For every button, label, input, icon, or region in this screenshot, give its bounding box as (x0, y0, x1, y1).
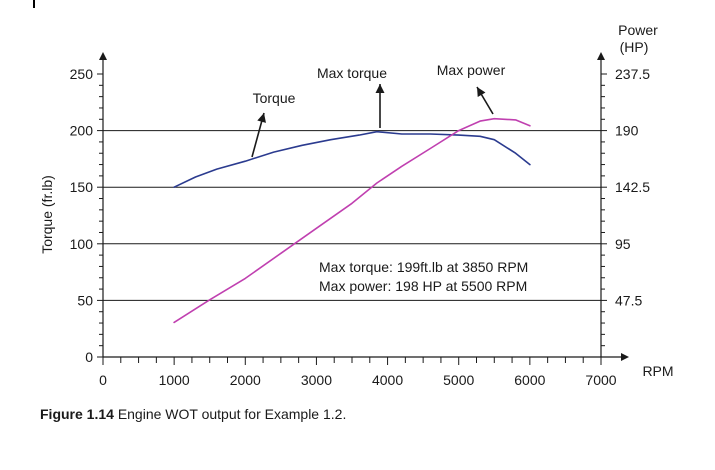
series-line-torque (173, 130, 531, 188)
y-tick-label: 150 (70, 179, 94, 195)
x-tick-label: 7000 (585, 372, 616, 388)
max-torque-annotation-arrow-head (375, 84, 385, 93)
series-line-power (173, 117, 531, 324)
y2-tick-label: 95 (615, 236, 631, 252)
x-tick-label: 0 (99, 372, 107, 388)
x-tick-label: 1000 (159, 372, 190, 388)
x-axis-arrow (621, 353, 629, 361)
y2-tick-label: 47.5 (615, 292, 642, 308)
max-power-annotation-label: Max power (437, 62, 506, 78)
y-tick-label: 100 (70, 236, 94, 252)
figure-caption: Figure 1.14 Engine WOT output for Exampl… (40, 406, 346, 422)
y-tick-label: 0 (85, 349, 93, 365)
torque-annotation-label: Torque (253, 90, 296, 106)
x-tick-label: 5000 (443, 372, 474, 388)
y2-tick-label: 237.5 (615, 66, 650, 82)
y-axis-title: Torque (fr.lb) (39, 175, 55, 254)
max-torque-annotation-label: Max torque (317, 65, 387, 81)
y2-axis-title-line2: (HP) (620, 39, 649, 55)
y-tick-label: 250 (70, 66, 94, 82)
y-tick-label: 200 (70, 123, 94, 139)
torque-annotation-arrow-head (257, 113, 266, 123)
max-power-info: Max power: 198 HP at 5500 RPM (319, 278, 527, 294)
caption-text: Engine WOT output for Example 1.2. (117, 406, 347, 422)
page-corner-mark (33, 0, 35, 8)
y-tick-label: 50 (77, 292, 93, 308)
y-axis-arrow (99, 52, 107, 60)
x-tick-label: 4000 (372, 372, 403, 388)
caption-label: Figure 1.14 (40, 406, 114, 422)
x-axis-title: RPM (642, 363, 673, 379)
x-tick-label: 3000 (301, 372, 332, 388)
y2-axis-arrow (597, 52, 605, 60)
max-torque-info: Max torque: 199ft.lb at 3850 RPM (319, 259, 528, 275)
y2-axis-title-line1: Power (618, 22, 658, 38)
y2-tick-label: 142.5 (615, 179, 650, 195)
x-tick-label: 6000 (514, 372, 545, 388)
y2-tick-label: 190 (615, 123, 639, 139)
max-power-annotation-arrow-head (477, 87, 486, 98)
x-tick-label: 2000 (230, 372, 261, 388)
